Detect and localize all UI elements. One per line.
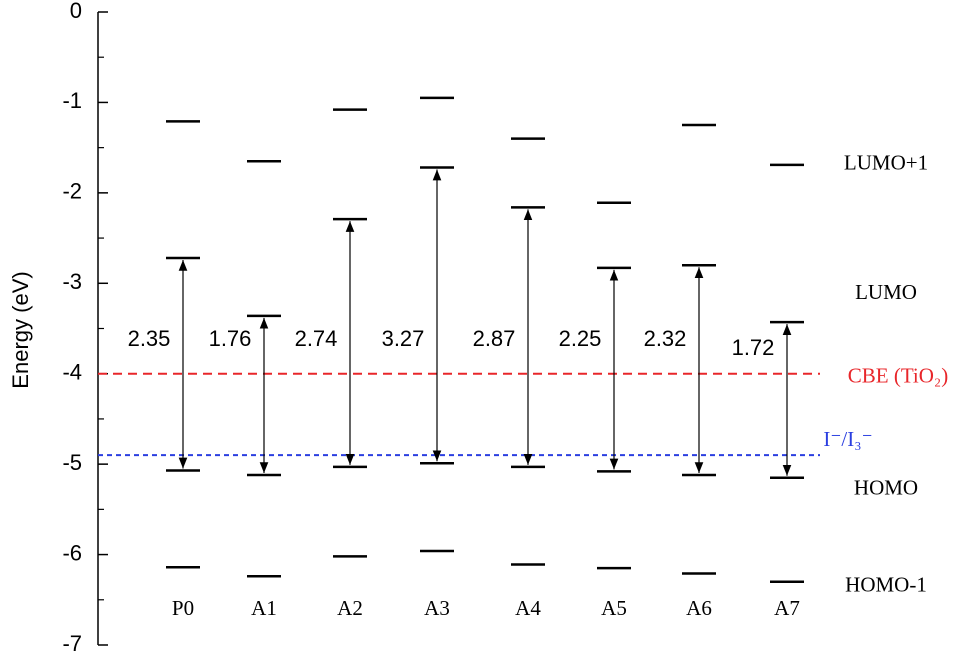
y-tick-label: -5 <box>62 450 82 475</box>
gap-label: 2.25 <box>559 326 602 351</box>
y-tick-label: -6 <box>62 540 82 565</box>
level-label: HOMO <box>854 476 918 500</box>
x-tick-label: P0 <box>172 596 194 620</box>
reference-label: I⁻/I₃⁻ <box>823 427 872 451</box>
y-tick-label: -7 <box>62 631 82 656</box>
level-label: HOMO-1 <box>845 573 927 597</box>
y-axis-label: Energy (eV) <box>8 271 33 388</box>
x-tick-label: A1 <box>251 596 277 620</box>
y-tick-label: -3 <box>62 269 82 294</box>
gap-label: 1.72 <box>732 335 775 360</box>
y-tick-label: 0 <box>70 0 82 23</box>
y-tick-label: -2 <box>62 179 82 204</box>
x-tick-label: A5 <box>601 596 627 620</box>
x-tick-label: A6 <box>686 596 712 620</box>
gap-label: 2.32 <box>644 326 687 351</box>
gap-label: 2.87 <box>473 326 516 351</box>
reference-label: CBE (TiO₂) <box>848 364 949 388</box>
y-tick-label: -1 <box>62 88 82 113</box>
x-tick-label: A7 <box>774 596 800 620</box>
x-tick-label: A2 <box>337 596 363 620</box>
gap-label: 2.74 <box>295 326 338 351</box>
y-tick-label: -4 <box>62 360 82 385</box>
x-tick-label: A4 <box>515 596 541 620</box>
gap-label: 2.35 <box>128 326 171 351</box>
x-tick-label: A3 <box>424 596 450 620</box>
gap-label: 1.76 <box>209 326 252 351</box>
gap-label: 3.27 <box>382 326 425 351</box>
level-label: LUMO <box>855 280 917 304</box>
level-label: LUMO+1 <box>844 151 928 175</box>
